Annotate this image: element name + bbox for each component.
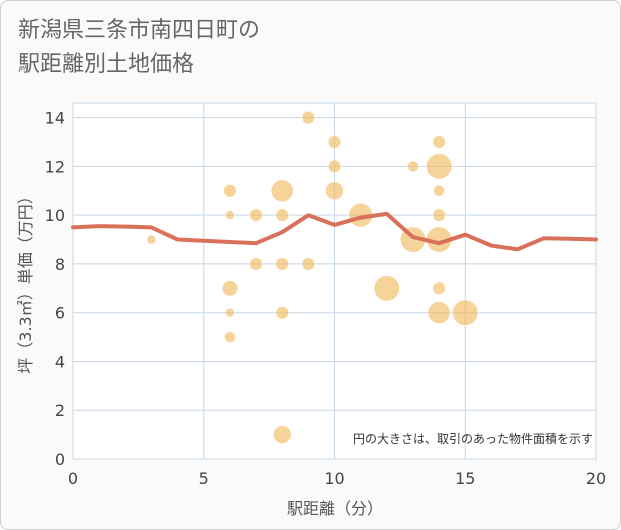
data-bubble: [224, 307, 235, 318]
data-bubble: [425, 153, 453, 180]
bubble-size-note: 円の大きさは、取引のあった物件面積を示す: [353, 431, 593, 446]
plot-border: [72, 102, 597, 460]
data-bubble: [325, 181, 344, 201]
average-price-line: [71, 211, 598, 252]
y-tick-label: 14: [45, 109, 65, 128]
data-bubble: [373, 275, 401, 302]
data-bubble: [427, 301, 451, 325]
data-bubble: [224, 210, 235, 221]
y-tick-label: 2: [55, 401, 65, 420]
x-tick-label: 10: [324, 469, 344, 488]
average-line-series: [71, 211, 598, 252]
data-bubble: [221, 280, 239, 297]
data-bubble: [249, 257, 263, 271]
data-bubble: [270, 179, 294, 203]
data-bubble: [272, 425, 292, 445]
data-bubble: [452, 299, 479, 326]
x-tick-label: 20: [586, 469, 606, 488]
data-bubble: [433, 184, 446, 197]
y-tick-label: 8: [55, 255, 65, 274]
data-bubble: [432, 135, 446, 149]
data-bubble: [146, 234, 157, 245]
data-bubble: [327, 159, 342, 174]
data-bubble: [327, 135, 342, 149]
data-bubble: [301, 257, 316, 271]
data-bubble: [223, 183, 237, 198]
data-bubble: [406, 160, 419, 173]
data-bubble: [223, 331, 236, 344]
y-tick-label: 0: [55, 450, 65, 469]
data-bubble: [301, 110, 316, 125]
data-bubble: [249, 208, 263, 223]
bubble-series: [146, 110, 479, 445]
y-tick-label: 6: [55, 304, 65, 323]
chart-title-line-1: 新潟県三条市南四日町の: [18, 18, 261, 43]
grid-lines: [72, 102, 597, 460]
y-axis-label: 坪（3.3㎡）単価（万円）: [16, 188, 35, 373]
data-bubble: [275, 208, 290, 223]
y-tick-label: 12: [45, 157, 65, 176]
x-tick-label: 15: [455, 469, 475, 488]
y-tick-label: 4: [55, 352, 65, 371]
x-tick-label: 0: [68, 469, 78, 488]
axis-ticks: 0 5 10 15 20 0 2 4 6 8 10 12 14: [45, 109, 607, 488]
y-tick-label: 10: [45, 206, 65, 225]
data-bubble: [432, 281, 446, 296]
data-bubble: [275, 305, 290, 320]
chart-title: 新潟県三条市南四日町の 駅距離別土地価格: [18, 14, 260, 82]
chart-title-line-2: 駅距離別土地価格: [18, 52, 195, 77]
data-bubble: [275, 257, 290, 271]
x-tick-label: 5: [199, 469, 209, 488]
x-axis-label: 駅距離（分）: [287, 499, 383, 518]
data-bubble: [432, 208, 446, 223]
